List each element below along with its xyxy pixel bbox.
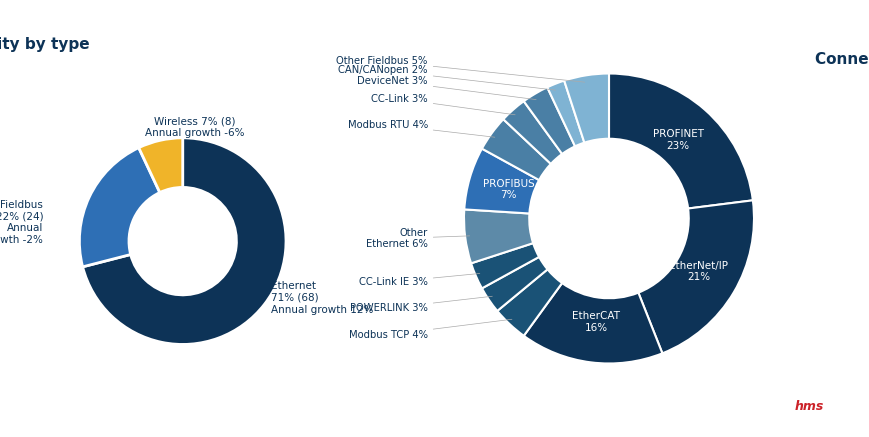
Text: PROFIBUS
7%: PROFIBUS 7% bbox=[482, 179, 534, 200]
Text: Other
Ethernet 6%: Other Ethernet 6% bbox=[366, 228, 469, 249]
Text: Modbus RTU 4%: Modbus RTU 4% bbox=[347, 120, 494, 137]
Text: EtherNet/IP
21%: EtherNet/IP 21% bbox=[668, 261, 727, 282]
Wedge shape bbox=[638, 200, 753, 354]
Wedge shape bbox=[79, 148, 160, 267]
Wedge shape bbox=[523, 87, 574, 154]
Wedge shape bbox=[497, 269, 561, 336]
Text: Connectivity by
protocol: Connectivity by protocol bbox=[813, 52, 869, 85]
Text: Modbus TCP 4%: Modbus TCP 4% bbox=[348, 319, 511, 340]
Text: Fieldbus
22% (24)
Annual
growth -2%: Fieldbus 22% (24) Annual growth -2% bbox=[0, 200, 43, 245]
Wedge shape bbox=[547, 80, 584, 146]
Wedge shape bbox=[481, 257, 547, 311]
Text: PROFINET
23%: PROFINET 23% bbox=[652, 129, 703, 151]
Wedge shape bbox=[608, 73, 752, 208]
Text: hms: hms bbox=[793, 400, 823, 413]
Wedge shape bbox=[464, 149, 539, 214]
Text: CC-Link 3%: CC-Link 3% bbox=[371, 94, 514, 115]
Wedge shape bbox=[481, 119, 550, 180]
Text: Wireless 7% (8)
Annual growth -6%: Wireless 7% (8) Annual growth -6% bbox=[145, 117, 244, 138]
Text: Other Fieldbus 5%: Other Fieldbus 5% bbox=[336, 56, 584, 82]
Text: DeviceNet 3%: DeviceNet 3% bbox=[357, 76, 535, 100]
Text: EtherCAT
16%: EtherCAT 16% bbox=[571, 311, 620, 333]
Wedge shape bbox=[463, 209, 533, 264]
Text: Connectivity by type: Connectivity by type bbox=[0, 37, 90, 52]
Text: POWERLINK 3%: POWERLINK 3% bbox=[349, 296, 492, 313]
Text: CC-Link IE 3%: CC-Link IE 3% bbox=[359, 274, 480, 287]
Text: CAN/CANopen 2%: CAN/CANopen 2% bbox=[338, 65, 555, 90]
Wedge shape bbox=[470, 243, 539, 288]
Wedge shape bbox=[138, 138, 182, 193]
Wedge shape bbox=[503, 101, 561, 164]
Wedge shape bbox=[523, 283, 661, 364]
Wedge shape bbox=[83, 138, 286, 344]
Text: Ethernet
71% (68)
Annual growth 12%: Ethernet 71% (68) Annual growth 12% bbox=[270, 281, 373, 315]
Wedge shape bbox=[563, 73, 608, 142]
